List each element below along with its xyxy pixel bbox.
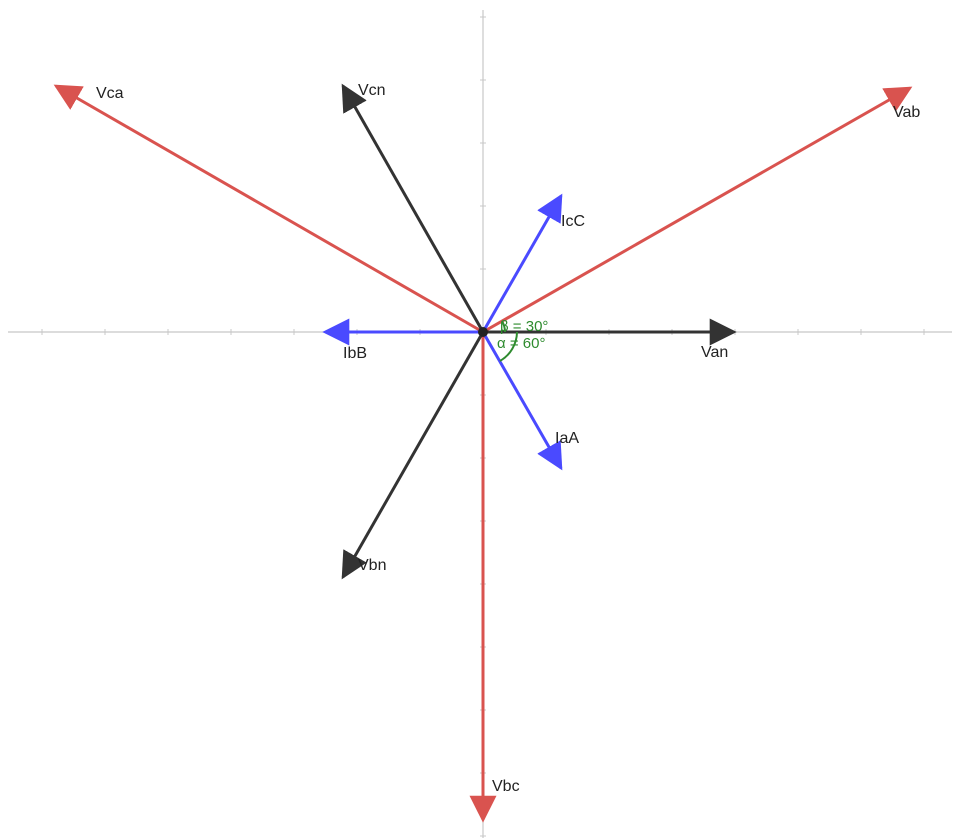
line-voltage-vectors: [53, 84, 913, 823]
current-vectors: [322, 193, 563, 471]
label-vbn: Vbn: [358, 557, 386, 574]
vector-iaa: [481, 331, 563, 471]
vector-labels: Vab Vbc Vca Van Vbn Vcn IaA IbB IcC: [96, 82, 920, 795]
label-ibb: IbB: [343, 345, 367, 362]
beta-arc: [501, 320, 506, 333]
alpha-label: α = 60°: [497, 335, 545, 352]
label-icc: IcC: [561, 213, 585, 230]
label-vcn: Vcn: [358, 82, 386, 99]
vector-vbn: [341, 331, 485, 580]
label-van: Van: [701, 344, 728, 361]
alpha-arc: [499, 331, 518, 362]
label-iaa: IaA: [555, 430, 579, 447]
vector-vcn: [341, 83, 485, 333]
vector-vab: [482, 86, 913, 334]
axes: [8, 10, 952, 838]
phase-voltage-vectors: [341, 83, 737, 580]
label-vab: Vab: [893, 104, 920, 121]
origin-point: [478, 327, 488, 337]
vector-icc: [481, 193, 563, 333]
label-vbc: Vbc: [492, 778, 520, 795]
vector-vca: [53, 84, 484, 334]
angle-markers: β = 30° α = 60°: [497, 318, 548, 362]
label-vca: Vca: [96, 85, 124, 102]
beta-label: β = 30°: [500, 318, 548, 335]
